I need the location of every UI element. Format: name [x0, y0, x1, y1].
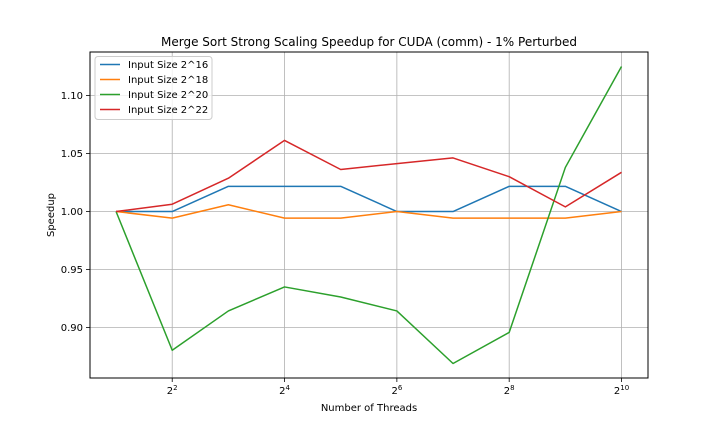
legend-label-3: Input Size 2^22 [128, 105, 208, 116]
y-tick-label: 1.00 [61, 207, 83, 218]
x-tick-label: 210 [614, 384, 629, 397]
y-tick-label: 0.95 [61, 265, 83, 276]
x-tick-exponent: 8 [510, 384, 514, 392]
x-tick-label: 28 [504, 384, 515, 397]
y-axis-ticks: 0.90 0.95 1.00 1.05 1.10 [61, 91, 90, 334]
x-tick-label: 26 [391, 384, 402, 397]
x-tick-label: 22 [167, 384, 178, 397]
legend-label-2: Input Size 2^20 [128, 90, 208, 101]
y-tick-label: 1.10 [61, 91, 83, 102]
legend: Input Size 2^16 Input Size 2^18 Input Size… [94, 56, 213, 120]
series-lines [115, 66, 623, 365]
x-tick-base: 2 [504, 386, 510, 397]
x-tick-exponent: 4 [285, 384, 290, 392]
x-tick-base: 2 [391, 386, 397, 397]
legend-box [94, 56, 213, 120]
x-tick-base: 2 [614, 386, 620, 397]
series-line-1 [115, 204, 622, 219]
y-tick-label: 0.90 [61, 323, 83, 334]
x-axis-label: Number of Threads [321, 403, 417, 414]
grid [90, 52, 648, 378]
chart-title: Merge Sort Strong Scaling Speedup for CU… [161, 35, 577, 49]
x-tick-base: 2 [167, 386, 173, 397]
x-tick-base: 2 [279, 386, 285, 397]
y-axis-label: Speedup [46, 193, 57, 237]
plot-area-frame [89, 51, 649, 379]
x-tick-label: 24 [279, 384, 290, 397]
series-line-3 [115, 139, 622, 213]
y-tick-label: 1.05 [61, 149, 83, 160]
legend-label-1: Input Size 2^18 [128, 75, 208, 86]
x-tick-exponent: 2 [173, 384, 177, 392]
legend-label-0: Input Size 2^16 [128, 60, 208, 71]
series-line-2 [115, 66, 623, 365]
x-tick-exponent: 10 [620, 384, 629, 392]
x-axis-ticks: 22 24 26 28 210 [167, 378, 629, 397]
series-line-0 [116, 185, 622, 213]
x-tick-exponent: 6 [398, 384, 403, 392]
